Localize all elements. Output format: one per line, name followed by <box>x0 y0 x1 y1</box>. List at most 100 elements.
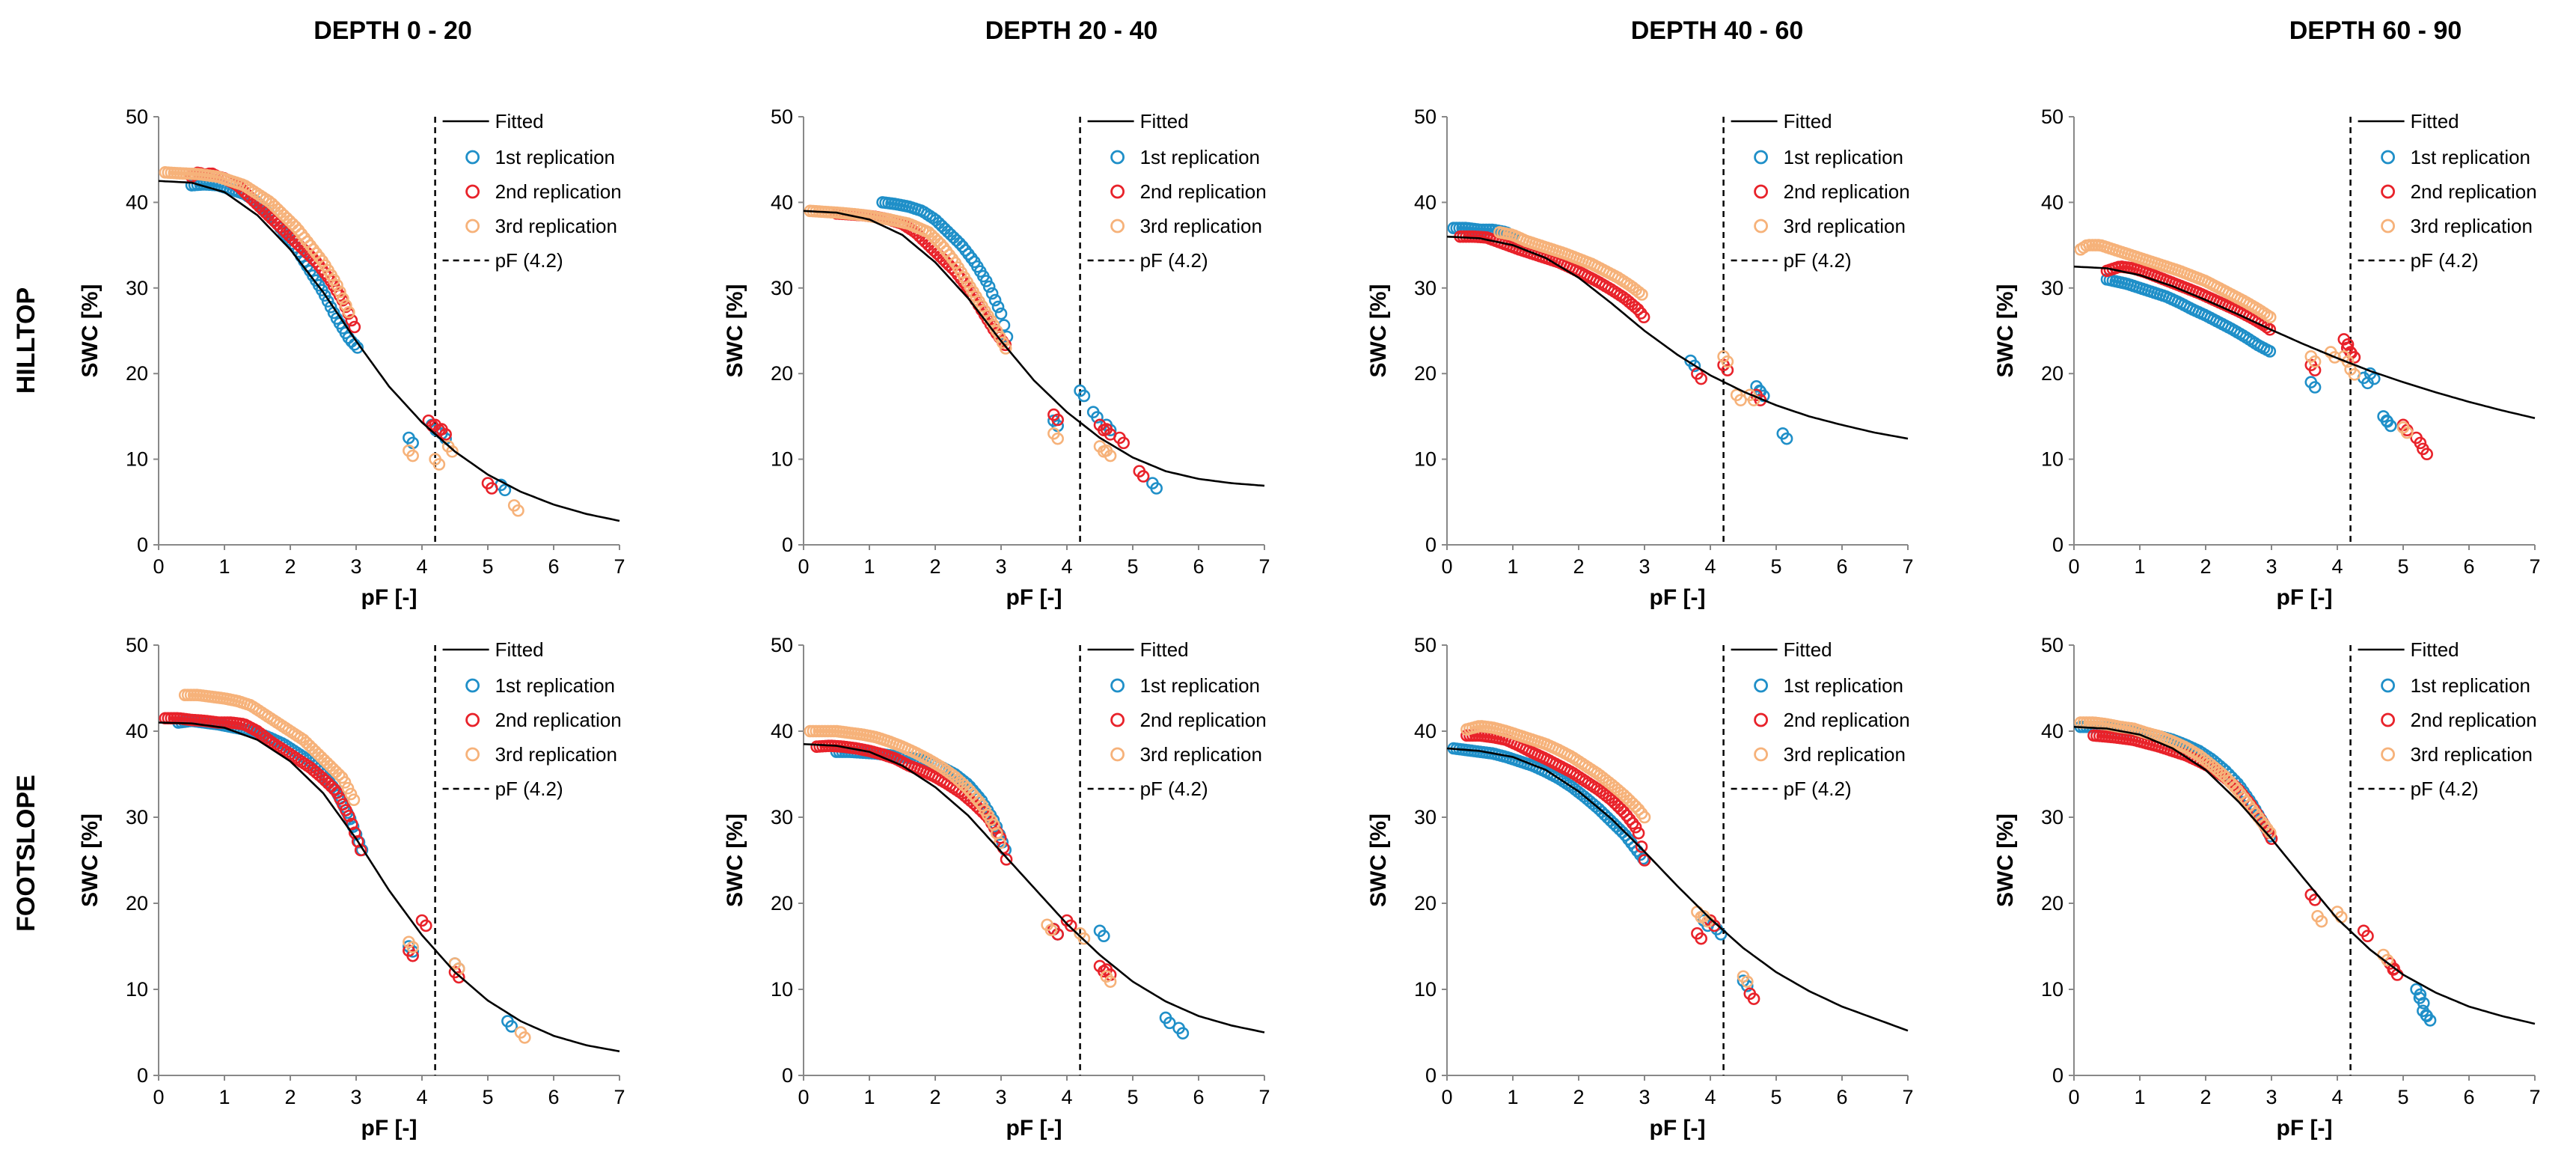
data-point <box>1629 820 1642 834</box>
x-tick-label: 3 <box>2266 1086 2277 1108</box>
legend-label-rep2: 2nd replication <box>1784 709 1910 731</box>
legend-label-pf: pF (4.2) <box>1784 778 1852 800</box>
x-tick-label: 0 <box>2068 1086 2079 1108</box>
legend-label-rep3: 3rd replication <box>1784 215 1906 237</box>
x-tick-label: 4 <box>1061 1086 1072 1108</box>
x-tick-label: 1 <box>863 1086 875 1108</box>
data-point <box>406 941 419 953</box>
data-point <box>289 220 302 233</box>
y-tick-label: 0 <box>137 534 148 556</box>
data-point <box>312 748 325 761</box>
y-tick-label: 20 <box>126 362 148 385</box>
y-tick-label: 40 <box>2041 720 2063 742</box>
data-point <box>332 768 346 781</box>
legend-label-rep3: 3rd replication <box>495 743 617 766</box>
y-tick-label: 50 <box>1414 634 1437 656</box>
x-tick-label: 2 <box>929 1086 940 1108</box>
y-tick-label: 30 <box>771 277 793 299</box>
data-point <box>1077 389 1091 403</box>
data-point <box>439 428 452 441</box>
fitted-curve <box>158 721 620 1053</box>
data-point <box>318 754 331 766</box>
y-axis-label: SWC [%] <box>1366 284 1391 378</box>
legend-label-rep2: 2nd replication <box>1140 180 1267 203</box>
fitted-curve <box>2073 265 2536 419</box>
legend-rep1-swatch <box>2381 150 2396 165</box>
y-tick-label: 10 <box>126 448 148 471</box>
legend-rep3-swatch <box>1110 747 1125 762</box>
x-axis-label: pF [-] <box>361 1116 417 1141</box>
row-title-hilltop: HILLTOP <box>12 287 40 394</box>
data-point <box>1780 432 1793 445</box>
x-tick-label: 7 <box>1258 555 1270 578</box>
legend-rep1-swatch <box>465 150 480 165</box>
y-tick-label: 0 <box>137 1064 148 1087</box>
data-point <box>2348 368 2361 381</box>
fitted-curve <box>2073 726 2536 1025</box>
x-tick-label: 6 <box>2463 1086 2474 1108</box>
column-title-depth-60-90: DEPTH 60 - 90 <box>2289 16 2462 45</box>
data-point <box>306 742 319 755</box>
legend-rep3-swatch <box>465 219 480 233</box>
series-rep1 <box>876 196 1163 495</box>
series-rep3 <box>2074 239 2414 439</box>
y-tick-label: 0 <box>782 1064 793 1087</box>
y-tick-label: 30 <box>126 806 148 828</box>
data-point <box>2361 929 2374 942</box>
y-axis-label: SWC [%] <box>723 813 747 907</box>
series-rep1 <box>2074 720 2437 1027</box>
legend-label-fitted: Fitted <box>1140 110 1189 132</box>
legend-label-pf: pF (4.2) <box>495 249 563 272</box>
legend-rep2-swatch <box>465 184 480 199</box>
x-tick-label: 2 <box>929 555 940 578</box>
y-tick-label: 10 <box>1414 448 1437 471</box>
legend-label-rep2: 2nd replication <box>495 180 622 203</box>
x-tick-label: 3 <box>995 1086 1006 1108</box>
legend-rep3-swatch <box>2381 219 2396 233</box>
data-point <box>1632 826 1645 840</box>
legend-label-fitted: Fitted <box>1140 638 1189 661</box>
data-point <box>334 792 346 805</box>
data-point <box>1747 992 1760 1005</box>
data-point <box>2384 419 2397 433</box>
data-point <box>331 278 343 292</box>
data-point <box>2381 953 2394 967</box>
y-axis-label: SWC [%] <box>1993 284 2018 378</box>
legend-label-pf: pF (4.2) <box>1784 249 1852 272</box>
series-rep1 <box>172 715 518 1033</box>
fitted-curve <box>803 210 1265 487</box>
y-tick-label: 20 <box>771 362 793 385</box>
y-tick-label: 0 <box>782 534 793 556</box>
x-tick-label: 7 <box>614 1086 625 1108</box>
legend-rep2-swatch <box>465 712 480 727</box>
data-point <box>991 300 1005 314</box>
x-tick-label: 4 <box>1704 555 1716 578</box>
x-axis-label: pF [-] <box>2277 1116 2333 1141</box>
series-rep3 <box>804 724 1117 988</box>
y-tick-label: 50 <box>771 106 793 128</box>
chart-panel-4: 0 10 20 30 40 50 0 1 2 3 4 5 6 7 pF [-] SWC [%] Fitted 1s… <box>1993 106 2541 610</box>
data-point <box>512 504 524 517</box>
x-tick-label: 3 <box>2266 555 2277 578</box>
data-point <box>452 971 465 984</box>
legend-label-rep1: 1st replication <box>1140 146 1260 168</box>
data-point <box>2420 448 2433 461</box>
x-tick-label: 6 <box>1836 555 1847 578</box>
series-rep1 <box>830 745 1190 1039</box>
data-point <box>1612 799 1624 813</box>
legend-label-rep1: 1st replication <box>1784 674 1903 697</box>
x-tick-label: 3 <box>995 555 1006 578</box>
y-tick-label: 20 <box>2041 362 2063 385</box>
x-tick-label: 0 <box>1441 555 1452 578</box>
data-point <box>1721 355 1734 368</box>
series-rep1 <box>1447 222 1793 445</box>
y-tick-label: 20 <box>771 892 793 915</box>
x-tick-label: 6 <box>1836 1086 1847 1108</box>
data-point <box>1064 919 1077 932</box>
data-point <box>1136 470 1150 483</box>
legend-label-pf: pF (4.2) <box>2411 249 2479 272</box>
y-tick-label: 50 <box>126 634 148 656</box>
series-rep2 <box>1460 729 1760 1005</box>
